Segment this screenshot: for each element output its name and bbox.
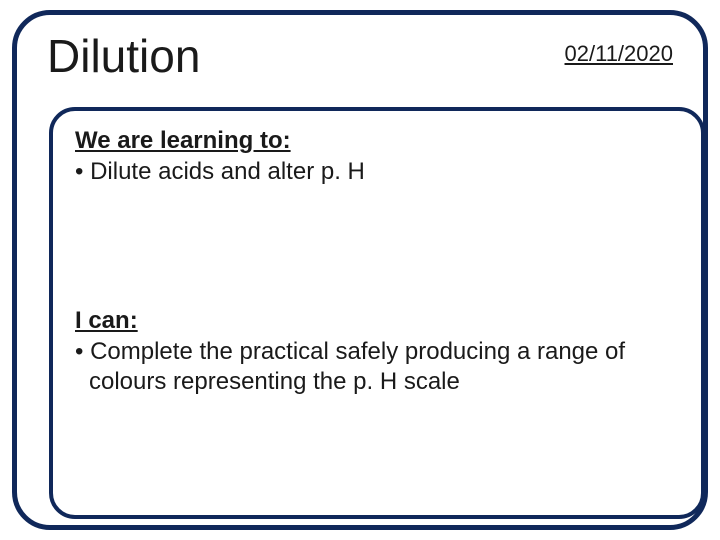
spacer xyxy=(75,187,679,307)
learning-heading: We are learning to: xyxy=(75,127,679,155)
page-date: 02/11/2020 xyxy=(565,41,673,67)
header-row: Dilution 02/11/2020 xyxy=(47,33,673,79)
page-title: Dilution xyxy=(47,33,200,79)
inner-frame: We are learning to: • Dilute acids and a… xyxy=(49,107,705,519)
can-heading: I can: xyxy=(75,307,679,335)
can-bullet: • Complete the practical safely producin… xyxy=(89,337,679,397)
learning-bullet: • Dilute acids and alter p. H xyxy=(89,157,679,187)
outer-frame: Dilution 02/11/2020 We are learning to: … xyxy=(12,10,708,530)
